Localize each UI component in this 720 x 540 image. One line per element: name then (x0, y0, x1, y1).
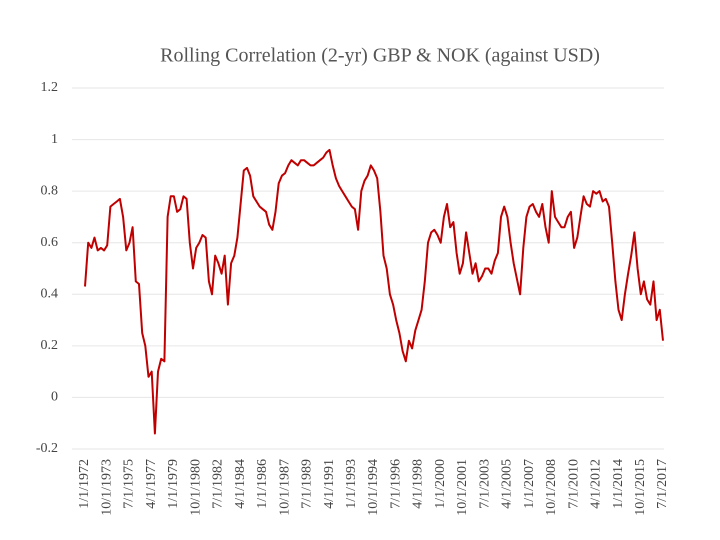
x-tick-label: 10/1/2015 (633, 459, 648, 516)
y-tick-label: -0.2 (36, 441, 58, 456)
x-tick-label: 10/1/2001 (455, 459, 470, 516)
x-tick-label: 4/1/1998 (411, 459, 426, 509)
x-tick-label: 10/1/2008 (544, 459, 559, 516)
x-tick-label: 4/1/1991 (322, 459, 337, 509)
x-tick-label: 7/1/2017 (655, 459, 670, 509)
x-tick-label: 4/1/1984 (233, 459, 248, 509)
y-tick-label: 0.8 (41, 183, 59, 198)
x-tick-label: 10/1/1980 (188, 459, 203, 516)
x-tick-label: 7/1/2003 (477, 459, 492, 509)
y-tick-label: 1 (51, 132, 58, 147)
y-tick-label: 0.6 (41, 235, 59, 250)
x-tick-label: 4/1/2005 (500, 459, 515, 509)
chart-title: Rolling Correlation (2-yr) GBP & NOK (ag… (160, 45, 600, 67)
x-tick-label: 7/1/1982 (211, 459, 226, 509)
x-tick-label: 1/1/2000 (433, 459, 448, 509)
x-tick-label: 7/1/1989 (300, 459, 315, 509)
x-tick-label: 10/1/1994 (366, 459, 381, 516)
x-tick-label: 1/1/2014 (611, 459, 626, 509)
y-tick-label: 0.4 (41, 287, 59, 302)
x-tick-label: 1/1/1972 (77, 459, 92, 509)
x-tick-label: 1/1/1979 (166, 459, 181, 509)
x-tick-label: 7/1/1975 (122, 459, 137, 509)
y-tick-label: 0 (51, 390, 58, 405)
x-tick-label: 4/1/1977 (144, 459, 159, 509)
x-tick-label: 1/1/1986 (255, 459, 270, 509)
x-tick-label: 4/1/2012 (589, 459, 604, 509)
x-tick-label: 1/1/1993 (344, 459, 359, 509)
x-tick-label: 7/1/2010 (566, 459, 581, 509)
x-tick-label: 10/1/1973 (99, 459, 114, 516)
x-tick-label: 7/1/1996 (388, 459, 403, 509)
x-tick-label: 10/1/1987 (277, 459, 292, 516)
x-tick-label: 1/1/2007 (522, 459, 537, 509)
y-tick-label: 0.2 (41, 338, 59, 353)
y-tick-label: 1.2 (41, 80, 59, 95)
line (84, 148, 664, 435)
